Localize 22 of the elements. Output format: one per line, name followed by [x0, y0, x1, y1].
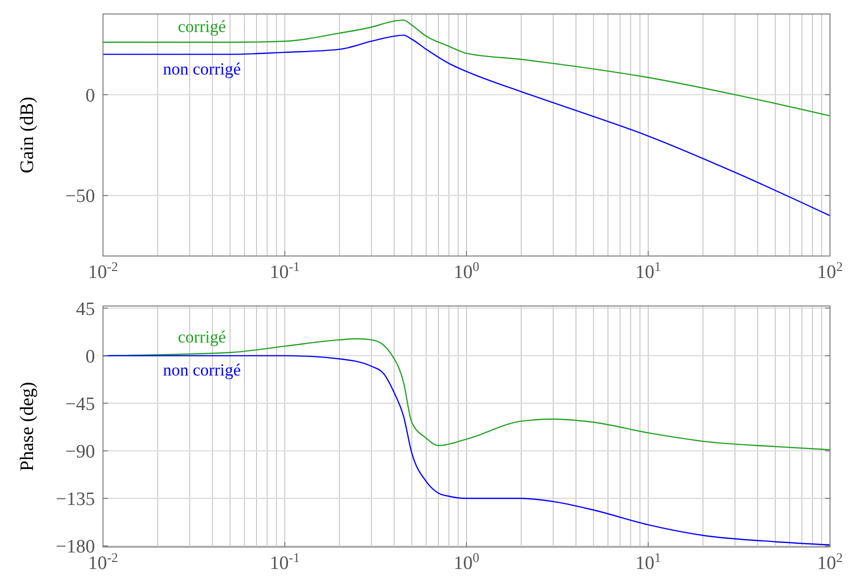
y-tick-label: −90 — [65, 441, 95, 462]
y-tick-label: 45 — [76, 298, 95, 320]
x-tick-label: 10$^{1}$ — [635, 550, 662, 574]
x-tick-label: 10$^{0}$ — [454, 258, 480, 283]
y-tick-label: −50 — [65, 186, 95, 208]
x-tick-label: 10$^{2}$ — [817, 258, 843, 283]
x-tick-label: 10$^{0}$ — [454, 550, 480, 574]
y-tick-label: 0 — [86, 85, 95, 106]
series-label: non corrigé — [162, 59, 241, 78]
x-tick-label: 10$^{2}$ — [817, 550, 843, 574]
y-axis-title: Gain (dB) — [17, 96, 38, 174]
series-label: corrigé — [178, 17, 226, 36]
y-axis-title: Phase (deg) — [17, 382, 38, 472]
y-tick-label: −45 — [65, 394, 95, 415]
x-tick-label: 10$^{1}$ — [635, 258, 662, 283]
x-tick-label: 10$^{-1}$ — [270, 550, 300, 574]
x-tick-label: 10$^{-2}$ — [88, 258, 118, 283]
x-tick-label: 10$^{-1}$ — [270, 258, 300, 283]
series-label: corrigé — [178, 328, 226, 347]
y-tick-label: −135 — [56, 489, 95, 510]
series-label: non corrigé — [162, 360, 241, 380]
y-tick-label: 0 — [86, 346, 95, 368]
